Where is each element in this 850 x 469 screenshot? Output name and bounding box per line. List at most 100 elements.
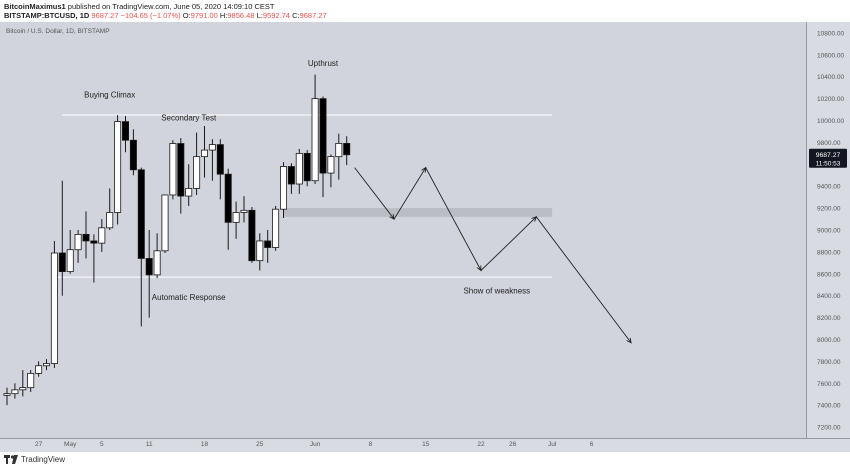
price-tick-label: 8000.00: [817, 337, 841, 344]
projection-arrowhead: [421, 166, 427, 173]
footer-brand[interactable]: TradingView: [21, 455, 66, 464]
candle-body: [19, 387, 27, 391]
close-label: C:: [292, 11, 300, 20]
price-tick-label: 8800.00: [817, 249, 841, 256]
candle: [319, 96, 327, 198]
price-tick-label: 7400.00: [817, 403, 841, 410]
candle-body: [43, 363, 51, 367]
candle-body: [185, 187, 193, 197]
candle: [66, 230, 74, 274]
candle-body: [319, 98, 327, 174]
author-name[interactable]: BitcoinMaximus1: [4, 2, 66, 11]
last-price-tag-bg: [809, 148, 847, 168]
candle-body: [272, 208, 280, 248]
candle: [216, 139, 224, 200]
last-price-value: 9687.27: [816, 152, 841, 159]
open-value: 9791.00: [190, 11, 218, 20]
last-price: 9687.27: [91, 11, 119, 20]
candle-body: [129, 139, 137, 171]
candle-body: [232, 212, 240, 223]
symbol-label: BITSTAMP:BTCUSD, 1D: [4, 11, 90, 20]
time-scale-area: [0, 438, 850, 452]
time-tick-label: 5: [100, 441, 104, 448]
candle: [256, 233, 264, 271]
candle-body: [256, 240, 264, 262]
annotation-label: Automatic Response: [152, 293, 226, 302]
candle: [19, 370, 27, 397]
candle-body: [169, 143, 177, 196]
candle: [50, 240, 58, 368]
candle: [129, 129, 137, 176]
publish-info: published on TradingView.com, June 05, 2…: [67, 2, 275, 11]
candle-body: [35, 365, 43, 374]
low-value: 9592.74: [262, 11, 290, 20]
ohlc-header: BITSTAMP:BTCUSD, 1D 9687.27 −104.65 (−1.…: [4, 11, 327, 20]
tradingview-footer: TradingView: [4, 455, 65, 464]
candle: [279, 162, 287, 218]
candle: [82, 211, 90, 259]
plot-area: [0, 22, 806, 438]
candle: [35, 361, 43, 377]
candle: [153, 233, 161, 279]
candle-body: [27, 373, 35, 389]
candle-body: [90, 240, 98, 244]
candle: [287, 163, 295, 194]
price-tick-label: 7200.00: [817, 425, 841, 432]
time-tick-label: 8: [369, 441, 373, 448]
candle: [232, 201, 240, 239]
price-tick-label: 9400.00: [817, 184, 841, 191]
price-tick-label: 8200.00: [817, 315, 841, 322]
candle: [11, 383, 19, 399]
projection-path: [354, 166, 632, 344]
candle-body: [240, 209, 248, 213]
candle: [295, 148, 303, 194]
candle-body: [122, 121, 130, 141]
candle-body: [193, 156, 201, 189]
candle-body: [11, 389, 19, 395]
candle-body: [279, 166, 287, 210]
candle-body: [161, 194, 169, 252]
annotation-label: Show of weakness: [463, 286, 530, 295]
candle-body: [248, 209, 256, 262]
price-tick-label: 10600.00: [817, 52, 844, 59]
candle-body: [295, 152, 303, 185]
candle: [193, 132, 201, 195]
candle-body: [106, 212, 114, 229]
candle: [311, 74, 319, 185]
projection-arrowhead: [531, 216, 538, 222]
time-tick-label: 22: [477, 441, 485, 448]
candle: [106, 188, 114, 230]
candle-body: [177, 143, 185, 197]
candle: [248, 207, 256, 263]
candle: [145, 230, 153, 318]
candle-body: [303, 152, 311, 182]
candle: [74, 230, 82, 263]
price-tick-label: 10400.00: [817, 74, 844, 81]
candle: [27, 370, 35, 393]
tradingview-logo-icon: [4, 455, 18, 464]
candle: [3, 387, 11, 406]
candle-body: [327, 156, 335, 174]
candle: [43, 359, 51, 371]
price-tick-label: 9000.00: [817, 228, 841, 235]
candle-body: [224, 173, 232, 223]
time-tick-label: 26: [509, 441, 517, 448]
candle: [272, 205, 280, 251]
publish-header: BitcoinMaximus1 published on TradingView…: [4, 2, 274, 11]
candle-body: [137, 169, 145, 259]
candle: [161, 194, 169, 253]
candle-body: [66, 249, 74, 272]
candle-body: [287, 166, 295, 185]
time-tick-label: 6: [590, 441, 594, 448]
price-tick-label: 7600.00: [817, 381, 841, 388]
candle-body: [114, 121, 122, 213]
price-tick-label: 9200.00: [817, 206, 841, 213]
candle: [177, 138, 185, 214]
open-label: O:: [182, 11, 191, 20]
candle-body: [98, 227, 106, 244]
candle: [98, 219, 106, 252]
time-tick-label: 15: [422, 441, 430, 448]
time-tick-label: 27: [35, 441, 43, 448]
